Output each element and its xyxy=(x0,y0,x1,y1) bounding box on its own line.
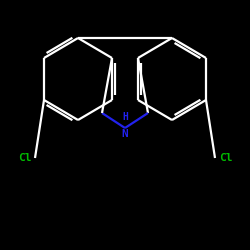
Text: N: N xyxy=(122,129,128,139)
Text: Cl: Cl xyxy=(18,153,31,163)
Text: Cl: Cl xyxy=(219,153,232,163)
Text: H: H xyxy=(122,112,128,122)
